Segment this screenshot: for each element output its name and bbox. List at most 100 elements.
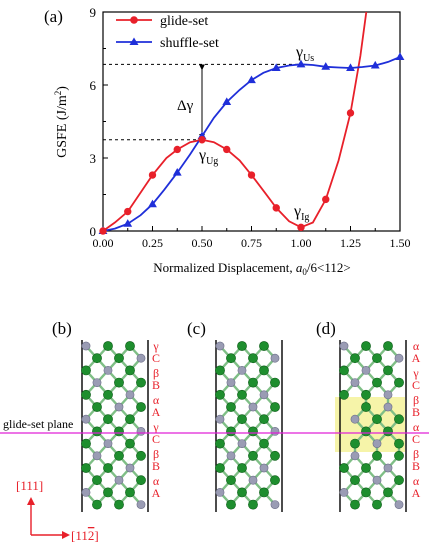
silicon-atom: [215, 365, 225, 376]
shuffle-set-point: [395, 52, 405, 61]
x-tick-label: 1.50: [390, 236, 411, 250]
silicon-atom: [125, 365, 135, 376]
silicon-atom: [339, 365, 349, 376]
axis-112-label: [112]: [71, 528, 99, 543]
stacking-greek-label: γ: [152, 420, 159, 434]
silicon-atom: [383, 487, 393, 498]
silicon-atom: [394, 438, 404, 449]
stacking-greek-label: β: [153, 366, 159, 380]
panel-label-d: (d): [316, 319, 336, 338]
annotation-gamma-us: γUs: [295, 44, 314, 64]
gray-atom: [125, 390, 135, 400]
x-tick-label: 1.25: [340, 236, 361, 250]
silicon-atom: [81, 389, 91, 400]
silicon-atom: [383, 341, 393, 351]
silicon-atom: [125, 341, 135, 351]
silicon-atom: [361, 426, 371, 437]
silicon-atom: [136, 475, 146, 486]
silicon-atom: [237, 341, 247, 351]
stacking-greek-label: β: [413, 447, 419, 461]
stacking-letter-label: C: [152, 351, 160, 365]
gray-atom: [226, 451, 236, 461]
glide-set-point: [247, 171, 256, 179]
y-tick-label: 3: [90, 151, 97, 166]
glide-set-point: [173, 145, 181, 154]
stacking-letter-label: A: [412, 351, 421, 365]
silicon-atom: [226, 426, 236, 437]
gray-atom: [270, 353, 280, 363]
annotation-gamma-ug: γUg: [198, 147, 218, 167]
gray-atom: [136, 500, 146, 509]
silicon-atom: [372, 450, 382, 461]
silicon-atom: [125, 438, 135, 449]
glide-set-point: [198, 136, 206, 144]
silicon-atom: [270, 402, 280, 412]
silicon-atom: [259, 341, 269, 351]
silicon-atom: [81, 438, 91, 449]
silicon-atom: [394, 475, 404, 486]
gray-atom: [339, 487, 349, 497]
gray-atom: [372, 439, 382, 448]
shuffle-set-point: [321, 62, 331, 70]
gray-atom: [81, 341, 91, 351]
x-tick-label: 0.50: [192, 236, 213, 250]
silicon-atom: [92, 475, 102, 486]
silicon-atom: [248, 353, 258, 364]
gray-atom: [383, 402, 393, 412]
silicon-atom: [237, 463, 247, 473]
gray-atom: [226, 378, 236, 387]
x-axis-label: Normalized Displacement, a0/6<112>: [153, 260, 350, 277]
silicon-atom: [248, 499, 258, 510]
stacking-letter-label: B: [152, 378, 160, 392]
x-tick-label: 0.75: [241, 236, 262, 250]
gray-atom: [136, 426, 146, 436]
structure-c: [215, 340, 283, 512]
gray-atom: [215, 341, 225, 351]
gray-atom: [136, 353, 146, 363]
gray-atom: [259, 390, 269, 400]
axis-111-label: [111]: [16, 478, 43, 493]
silicon-atom: [226, 402, 236, 412]
silicon-atom: [125, 487, 135, 498]
legend: glide-set shuffle-set: [116, 14, 219, 51]
glide-set-point: [148, 171, 157, 179]
gray-atom: [394, 353, 404, 363]
silicon-atom: [259, 414, 269, 425]
gray-atom: [339, 341, 349, 351]
silicon-atom: [259, 487, 269, 498]
stacking-letter-label: C: [412, 378, 420, 392]
stacking-greek-label: α: [413, 339, 420, 353]
silicon-atom: [92, 402, 102, 412]
gray-atom: [114, 475, 124, 485]
silicon-atom: [350, 438, 360, 449]
x-tick-label: 0.00: [93, 236, 114, 250]
gray-atom: [350, 378, 360, 387]
silicon-atom: [136, 377, 146, 388]
panel-label-a: (a): [44, 7, 63, 26]
stacking-greek-label: γ: [152, 339, 159, 353]
silicon-atom: [339, 389, 349, 400]
glide-set-point: [322, 195, 330, 204]
silicon-atom: [114, 353, 124, 364]
silicon-atom: [259, 365, 269, 376]
stacking-greek-label: β: [413, 393, 419, 407]
silicon-atom: [270, 475, 280, 486]
silicon-atom: [248, 450, 258, 461]
gray-atom: [103, 439, 113, 448]
shuffle-set-point: [271, 63, 281, 71]
stacking-letter-label: A: [412, 486, 421, 500]
silicon-atom: [372, 377, 382, 388]
glide-set-point: [272, 204, 280, 212]
shuffle-set-point: [370, 60, 380, 69]
silicon-atom: [136, 402, 146, 412]
x-tick-label: 0.25: [142, 236, 163, 250]
silicon-atom: [237, 389, 247, 400]
shuffle-set-point: [172, 168, 182, 176]
silicon-atom: [92, 499, 102, 510]
gray-atom: [350, 414, 360, 424]
stacking-letter-label: B: [152, 459, 160, 473]
